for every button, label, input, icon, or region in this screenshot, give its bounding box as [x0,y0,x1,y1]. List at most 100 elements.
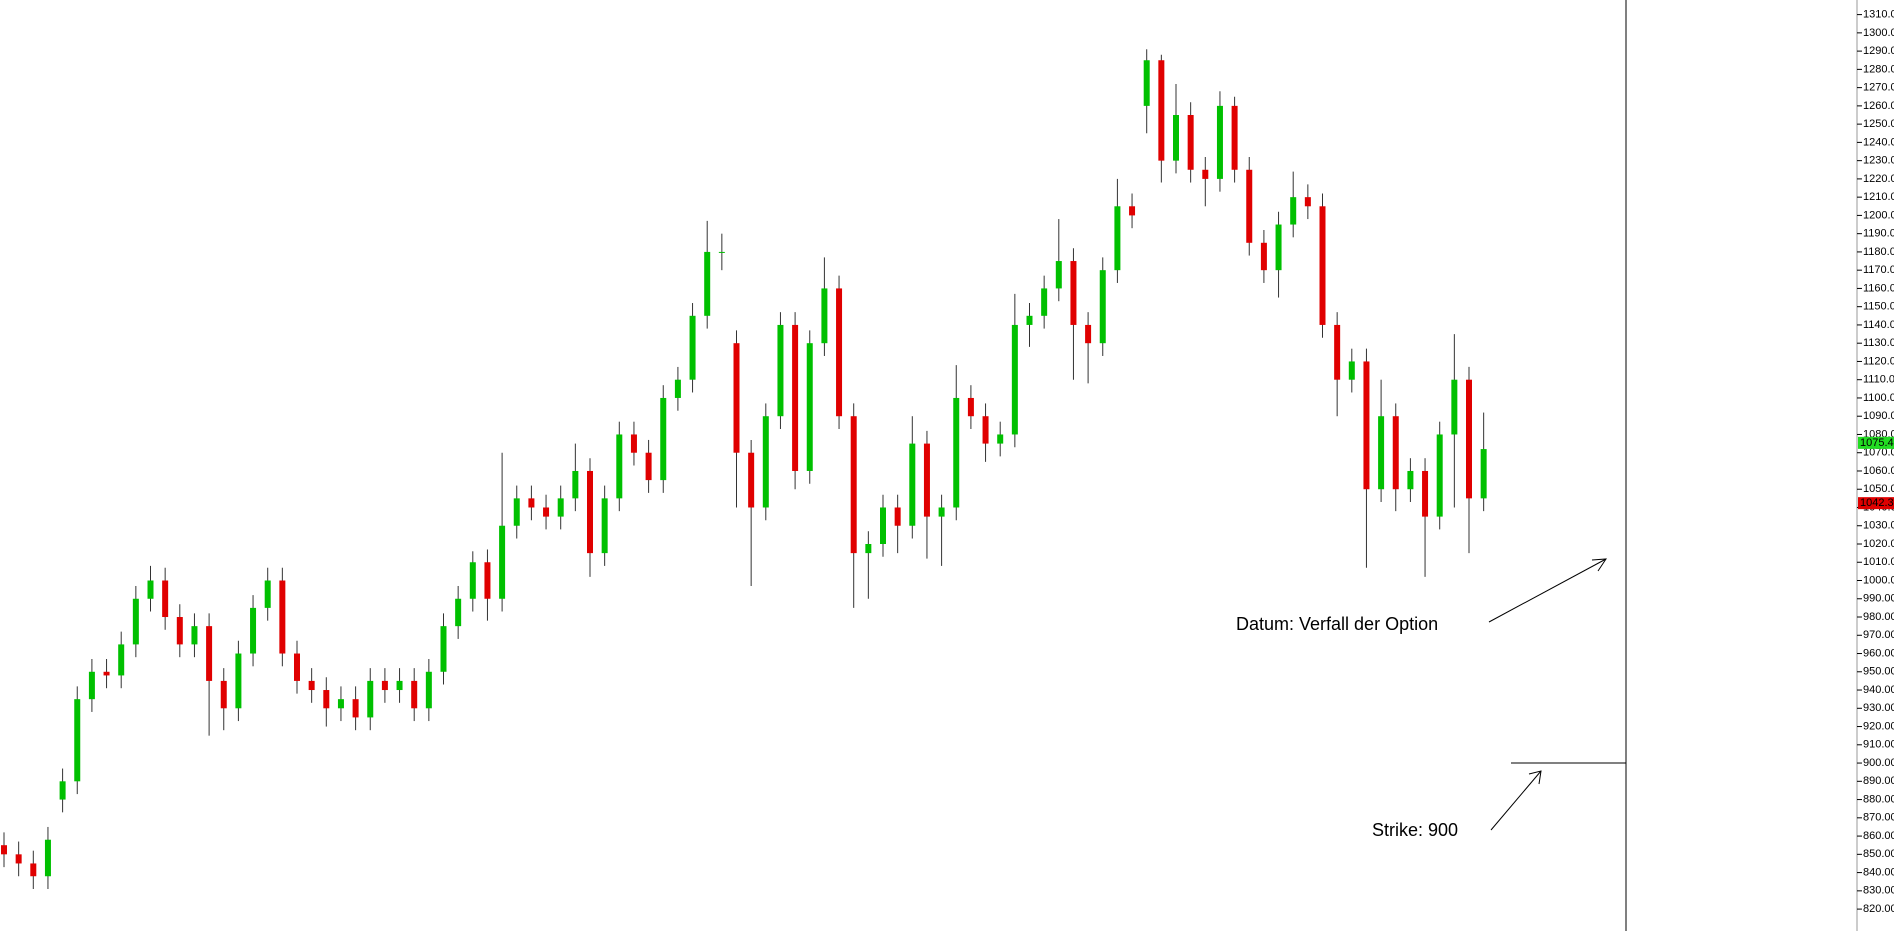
y-tick-label: 850.00 [1863,848,1894,860]
price-label: 1042.37 [1860,497,1894,509]
y-tick-label: 880.00 [1863,793,1894,805]
y-tick-label: 1060.00 [1863,465,1894,477]
candle-body [308,680,315,691]
candle-body [411,680,418,709]
candle-body [1041,288,1048,316]
candle-body [1422,470,1429,517]
candle-body [323,690,330,709]
y-tick-label: 1230.00 [1863,155,1894,167]
y-tick-label: 1240.00 [1863,136,1894,148]
price-label: 1075.40 [1860,437,1894,449]
candle-body [176,617,183,645]
candle-body [15,854,22,864]
arrow-head [1591,558,1607,572]
candle-body [733,343,740,453]
y-tick-label: 990.00 [1863,593,1894,605]
candle-body [923,443,930,517]
y-tick-label: 1150.00 [1863,301,1894,313]
candle-body [1246,169,1253,243]
y-tick-label: 1100.00 [1863,392,1894,404]
candle-body [220,680,227,709]
candle-body [499,525,506,599]
candle-body [762,416,769,508]
candle-body [1,845,7,855]
candle-body [1216,105,1223,179]
candle-body [894,507,901,526]
candle-body [294,653,300,681]
y-tick-label: 900.00 [1863,757,1894,769]
candle-body [1143,60,1150,106]
y-tick-label: 1020.00 [1863,538,1894,550]
candle-body [1290,197,1297,225]
candle-body [44,839,51,877]
candle-body [1114,206,1121,271]
y-tick-label: 1200.00 [1863,209,1894,221]
candle-body [1480,449,1487,499]
candle-body [792,324,799,471]
y-tick-label: 1090.00 [1863,410,1894,422]
arrow [1488,558,1607,623]
candle-body [118,644,125,676]
candle-body [850,416,857,554]
candle-body [191,626,198,645]
y-tick-label: 1130.00 [1863,337,1894,349]
candle-body [748,452,755,508]
candle-body [1466,379,1472,499]
candle-body [777,324,784,417]
arrow [1490,770,1542,831]
candle-body [30,863,37,877]
candle-body [718,251,725,253]
candle-body [1011,324,1018,435]
candle-body [74,699,81,782]
candle-body [1099,270,1106,344]
candle-body [982,416,989,444]
candle-body [704,251,711,316]
candle-body [587,470,593,554]
y-tick-label: 940.00 [1863,684,1894,696]
y-tick-label: 920.00 [1863,720,1894,732]
candle-body [938,507,945,517]
candle-body [59,781,66,800]
price-label-box [1858,497,1894,510]
candle-body [147,580,154,599]
candle-body [1348,361,1355,380]
y-tick-label: 960.00 [1863,647,1894,659]
candle-body [967,397,974,417]
candle-body [1275,224,1282,271]
candle-body [381,680,388,691]
candle-body [264,580,271,608]
candle-body [1173,115,1179,161]
candle-body [880,507,886,544]
candle-body [1231,105,1238,170]
y-tick-label: 1030.00 [1863,520,1894,532]
y-tick-label: 1270.00 [1863,82,1894,94]
candle-body [103,671,110,676]
candle-body [909,443,916,526]
price-label-box [1858,436,1894,449]
expiry-annotation: Datum: Verfall der Option [1236,614,1438,634]
y-tick-label: 1180.00 [1863,246,1894,258]
y-tick-label: 1140.00 [1863,319,1894,331]
candle-body [1070,261,1077,325]
candle-body [1158,60,1165,161]
y-tick-label: 1310.00 [1863,9,1894,21]
y-tick-label: 1010.00 [1863,556,1894,568]
y-tick-label: 1280.00 [1863,63,1894,75]
y-tick-label: 890.00 [1863,775,1894,787]
candle-body [865,543,872,554]
candle-body [1378,416,1385,490]
y-tick-label: 870.00 [1863,812,1894,824]
y-tick-label: 1170.00 [1863,264,1894,276]
candle-body [513,498,520,526]
candle-body [1407,470,1414,490]
y-tick-label: 1120.00 [1863,355,1894,367]
candle-body [425,671,432,709]
candle-body [367,680,374,718]
candle-body [396,680,403,691]
y-tick-label: 950.00 [1863,666,1894,678]
y-tick-label: 980.00 [1863,611,1894,623]
candle-body [250,607,257,654]
y-tick-label: 1190.00 [1863,228,1894,240]
candle-body [88,671,95,700]
